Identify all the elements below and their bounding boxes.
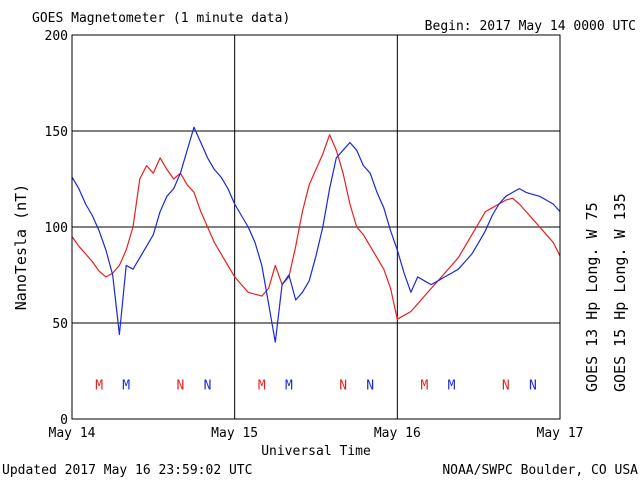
- series-layer: [71, 126, 561, 343]
- updated-text: Updated 2017 May 16 23:59:02 UTC: [2, 463, 252, 478]
- event-marker: M: [421, 378, 429, 393]
- event-marker: M: [122, 378, 130, 393]
- event-marker: N: [339, 378, 347, 393]
- event-marker: M: [258, 378, 266, 393]
- event-marker: N: [204, 378, 212, 393]
- x-tick-label: May 15: [211, 426, 258, 441]
- event-marker: M: [95, 378, 103, 393]
- legend-goes-13: GOES 13 Hp Long. W 75: [583, 202, 601, 392]
- y-axis: 0 50 100 150 200: [45, 29, 68, 428]
- x-tick-label: May 16: [374, 426, 421, 441]
- source-text: NOAA/SWPC Boulder, CO USA: [442, 463, 638, 478]
- y-tick-label: 200: [45, 29, 68, 44]
- event-marker: N: [502, 378, 510, 393]
- y-axis-label: NanoTesla (nT): [12, 184, 30, 310]
- y-tick-label: 0: [60, 413, 68, 428]
- y-tick-label: 100: [45, 221, 68, 236]
- event-marker: N: [366, 378, 374, 393]
- plot-frame: [71, 34, 561, 420]
- event-marker: N: [177, 378, 185, 393]
- x-tick-label: May 14: [49, 426, 96, 441]
- x-axis-label: Universal Time: [261, 444, 371, 459]
- chart-title: GOES Magnetometer (1 minute data): [32, 11, 290, 26]
- y-tick-label: 50: [52, 317, 68, 332]
- event-marker: M: [448, 378, 456, 393]
- event-marker: M: [285, 378, 293, 393]
- x-axis: May 14 May 15 May 16 May 17: [49, 426, 584, 441]
- y-tick-label: 150: [45, 125, 68, 140]
- event-marker: N: [529, 378, 537, 393]
- begin-time: Begin: 2017 May 14 0000 UTC: [425, 19, 636, 34]
- series-line-0: [71, 134, 561, 320]
- series-line-1: [71, 126, 561, 343]
- x-tick-label: May 17: [537, 426, 584, 441]
- legend-goes-15: GOES 15 Hp Long. W 135: [611, 193, 629, 392]
